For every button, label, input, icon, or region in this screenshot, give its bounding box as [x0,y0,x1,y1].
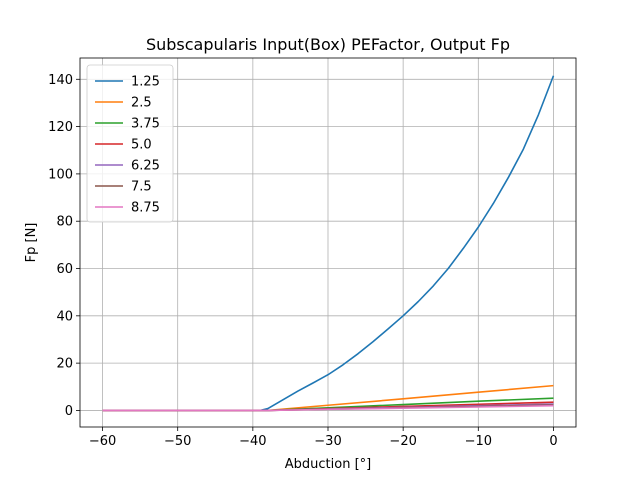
y-tick-label: 100 [48,167,73,182]
series-lines [102,75,555,412]
x-tick-label: −40 [239,434,266,449]
x-tick-label: −10 [465,434,492,449]
legend-label: 1.25 [131,75,160,90]
legend-box [86,64,174,223]
legend: 1.25 2.5 3.75 5.0 6.25 7.5 8.75 [86,64,174,223]
legend-label: 8.75 [131,201,160,216]
y-axis-label: Fp [N] [24,223,39,263]
y-tick-label: 80 [56,215,73,230]
y-tick-label: 140 [48,73,73,88]
y-tick-label: 60 [56,262,73,277]
series-line-1.25 [102,75,555,412]
x-tick-label: −20 [389,434,416,449]
x-tick-label: 0 [549,434,557,449]
x-axis-label: Abduction [°] [285,457,371,472]
legend-label: 3.75 [131,117,160,132]
x-tick-label: −60 [89,434,116,449]
legend-label: 2.5 [131,96,152,111]
ticks: −60 −50 −40 −30 −20 −10 0 0 20 40 60 80 100 120 140 [48,73,557,449]
y-tick-label: 0 [65,404,73,419]
legend-label: 6.25 [131,159,160,174]
legend-label: 5.0 [131,138,152,153]
y-tick-label: 20 [56,357,73,372]
series-line-8.75 [102,404,554,412]
x-tick-label: −30 [314,434,341,449]
chart-title: Subscapularis Input(Box) PEFactor, Outpu… [146,35,510,54]
y-tick-label: 40 [56,309,73,324]
y-tick-label: 120 [48,120,73,135]
legend-label: 7.5 [131,180,152,195]
x-tick-label: −50 [164,434,191,449]
